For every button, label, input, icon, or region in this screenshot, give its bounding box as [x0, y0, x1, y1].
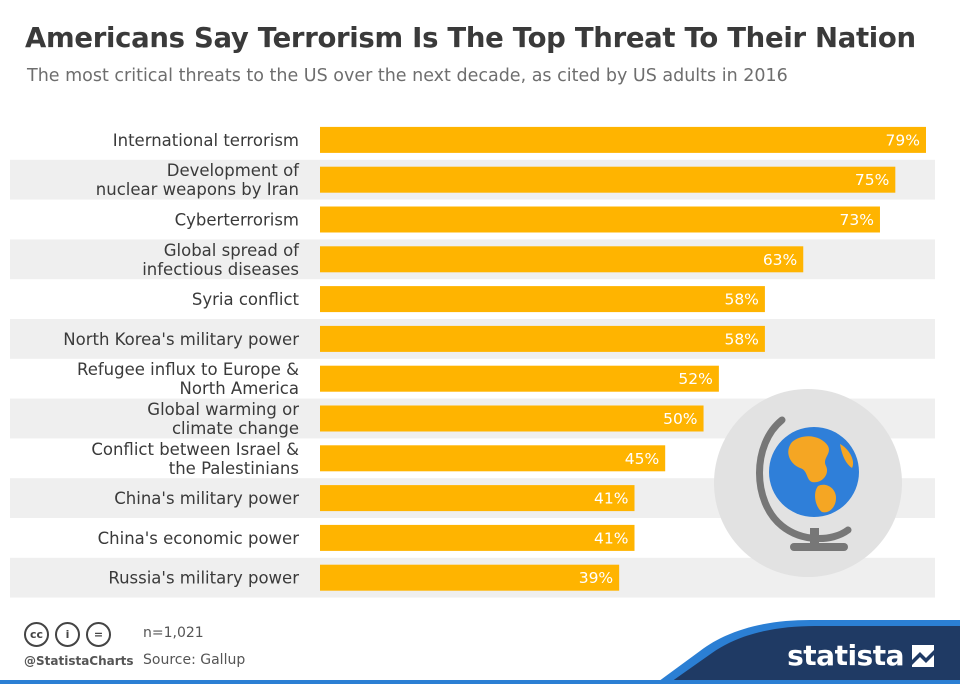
globe-illustration [714, 389, 902, 577]
bar-3 [320, 246, 804, 273]
chart-title: Americans Say Terrorism Is The Top Threa… [25, 22, 916, 54]
category-label: China's economic power [98, 529, 300, 548]
value-label: 41% [594, 529, 628, 547]
bar-8 [320, 445, 666, 472]
bar-10 [320, 524, 635, 551]
bars [320, 126, 926, 591]
value-label: 52% [678, 370, 712, 388]
value-label: 58% [724, 330, 758, 348]
category-label: Development of nuclear weapons by Iran [96, 161, 300, 199]
footer-underline [0, 680, 960, 684]
globe-land-north [788, 436, 829, 483]
brand-wordmark[interactable]: statista [787, 639, 904, 672]
category-label: Refugee influx to Europe & North America [77, 360, 299, 398]
footer-brand-shape [668, 626, 960, 684]
category-label: Russia's military power [108, 569, 299, 588]
value-label: 41% [594, 490, 628, 508]
value-label: 79% [886, 131, 920, 149]
license-icons: cc i = [24, 622, 111, 647]
category-label: China's military power [114, 489, 299, 508]
footer-bar [0, 620, 960, 684]
bar-11 [320, 564, 620, 591]
globe-stand-post [810, 528, 819, 546]
statista-logo-icon [912, 645, 934, 667]
value-label: 50% [663, 410, 697, 428]
value-label: 63% [763, 251, 797, 269]
value-label: 45% [625, 450, 659, 468]
bar-2 [320, 206, 880, 233]
bar-0 [320, 126, 926, 153]
globe-land-east [840, 444, 854, 468]
bar-5 [320, 325, 765, 352]
category-label: Syria conflict [192, 290, 300, 309]
bar-7 [320, 405, 704, 432]
globe-meridian-arm [756, 416, 852, 543]
bar-6 [320, 365, 719, 392]
value-labels: 79% 75% 73% 63% 58% 58% 52% 50% 45% 41% 41% 39% [579, 131, 920, 587]
category-labels: International terrorism Development of nuc… [63, 131, 300, 588]
nd-icon: = [86, 622, 111, 647]
value-label: 73% [840, 211, 874, 229]
category-label: Cyberterrorism [175, 211, 299, 230]
category-label: Conflict between Israel & the Palestinian… [91, 440, 299, 478]
bar-9 [320, 485, 635, 512]
category-label: Global warming or climate change [147, 400, 299, 438]
globe-land-south [815, 484, 836, 513]
category-label: Global spread of infectious diseases [142, 241, 300, 279]
bar-1 [320, 166, 896, 193]
value-label: 75% [855, 171, 889, 189]
value-label: 58% [724, 291, 758, 309]
twitter-handle[interactable]: @StatistaCharts [24, 654, 134, 668]
category-label: International terrorism [113, 131, 299, 150]
by-icon: i [55, 622, 80, 647]
category-label: North Korea's military power [63, 330, 299, 349]
bar-4 [320, 286, 765, 313]
value-label: 39% [579, 569, 613, 587]
cc-icon: cc [24, 622, 49, 647]
sample-size-note: n=1,021 [143, 625, 204, 641]
globe-stand-base [790, 543, 848, 551]
chart-subtitle: The most critical threats to the US over… [27, 66, 788, 86]
source-note: Source: Gallup [143, 652, 246, 668]
